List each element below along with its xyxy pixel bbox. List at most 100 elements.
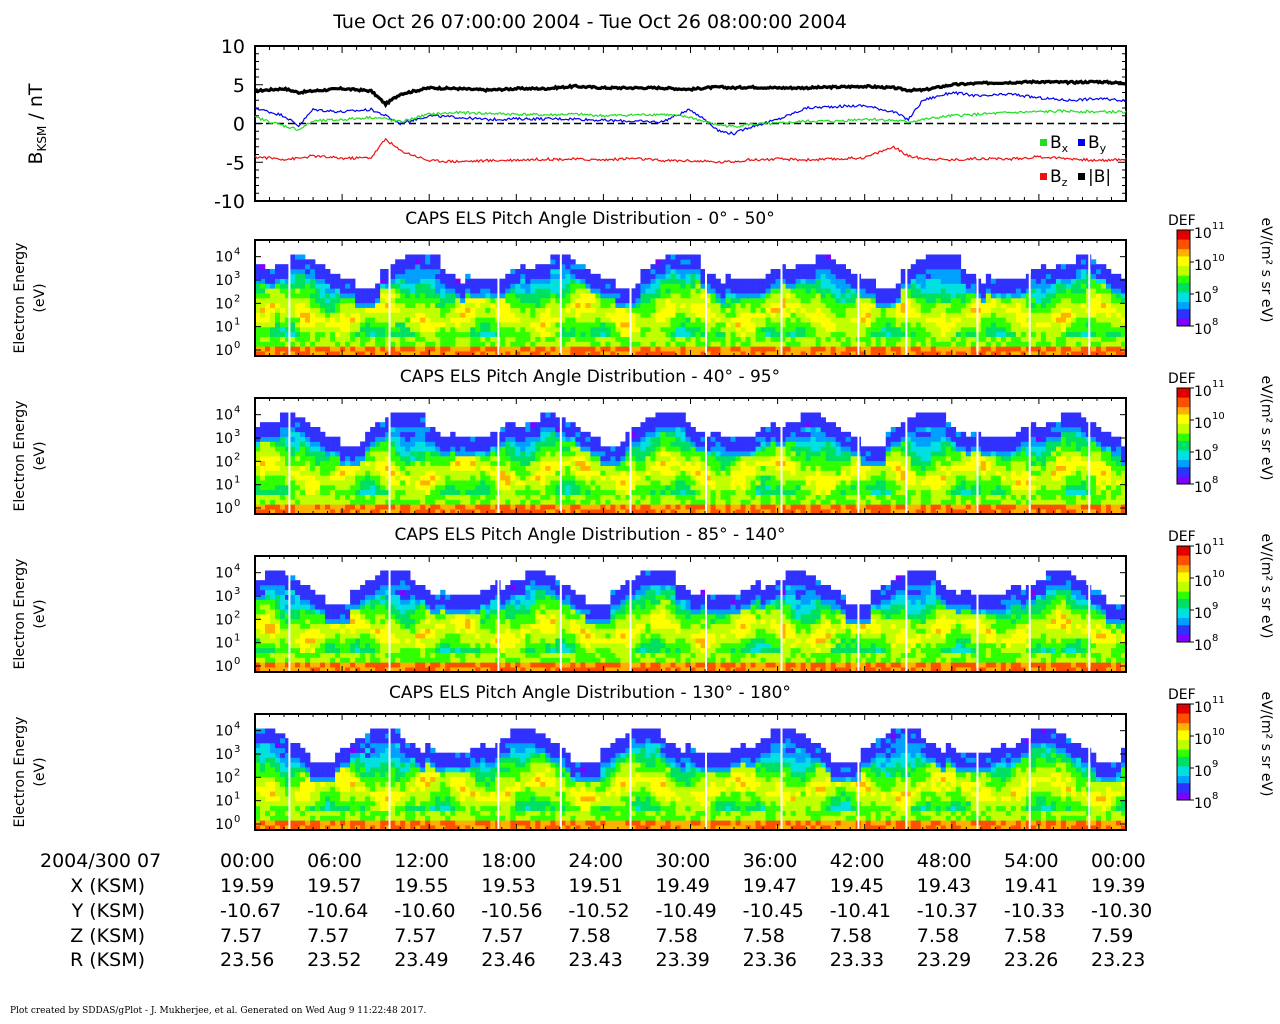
spectrogram-cell — [445, 494, 451, 500]
spectrogram-cell — [295, 494, 301, 500]
spectrogram-cell — [500, 283, 506, 289]
spectrogram-cell — [595, 341, 601, 347]
spectrogram-cell — [320, 307, 326, 313]
spectrogram-cell — [865, 312, 872, 318]
spectrogram-cell — [715, 307, 721, 313]
spectrogram-cell — [585, 327, 591, 333]
spectrogram-cell — [1060, 298, 1067, 304]
spectrogram-cell — [715, 322, 721, 328]
spectrogram-cell — [575, 269, 581, 275]
spectrogram-cell — [580, 351, 586, 357]
spectrogram-cell — [315, 456, 321, 462]
spectrogram-cell — [475, 312, 481, 318]
spectrogram-cell — [600, 480, 606, 486]
spectrogram-cell — [1105, 288, 1112, 294]
spectrogram-cell — [875, 288, 882, 294]
spectrogram-cell — [455, 451, 461, 457]
spectrogram-cell — [1045, 302, 1052, 308]
spectrogram-cell — [795, 336, 801, 342]
spectrogram-cell — [295, 480, 301, 486]
spectrogram-cell — [570, 302, 576, 308]
spectrogram-cell — [465, 273, 471, 279]
spectrogram-cell — [540, 441, 546, 447]
spectrogram-cell — [655, 293, 661, 299]
spectrogram-cell — [530, 465, 536, 471]
spectrogram-cell — [365, 509, 371, 515]
spectrogram-cell — [405, 451, 411, 457]
spectrogram-cell — [480, 456, 486, 462]
spectrogram-cell — [535, 422, 541, 428]
spectrogram-cell — [640, 485, 646, 491]
spectrogram-cell — [675, 269, 681, 275]
spectrogram-cell — [655, 327, 661, 333]
spectrogram-cell — [340, 336, 346, 342]
spectrogram-cell — [280, 412, 286, 418]
spectrogram-cell — [885, 331, 892, 337]
spectrogram-cell — [680, 293, 686, 299]
spectrogram-cell — [1080, 331, 1087, 337]
spectrogram-cell — [970, 283, 977, 289]
spectrogram-cell — [1090, 327, 1097, 333]
spectrogram-cell — [710, 346, 716, 352]
spectrogram-cell — [570, 431, 576, 437]
spectrogram-cell — [455, 489, 461, 495]
spectrogram-cell — [265, 446, 271, 452]
spectrogram-cell — [575, 475, 581, 481]
spectrogram-cell — [285, 427, 291, 433]
spectrogram-cell — [550, 475, 556, 481]
spectrogram-cell — [545, 465, 551, 471]
spectrogram-cell — [760, 288, 766, 294]
spectrogram-cell — [955, 322, 962, 328]
spectrogram-cell — [305, 446, 311, 452]
spectrogram-cell — [685, 254, 691, 260]
spectrogram-cell — [270, 293, 276, 299]
spectrogram-cell — [590, 283, 596, 289]
spectrogram-cell — [835, 264, 841, 270]
spectrogram-cell — [1090, 269, 1097, 275]
spectrogram-y-label: Electron Energy — [12, 243, 28, 354]
spectrogram-cell — [525, 456, 531, 462]
spectrogram-cell — [840, 322, 846, 328]
mag-y-tick-label: -5 — [226, 152, 245, 174]
spectrogram-cell — [565, 446, 571, 452]
spectrogram-cell — [340, 346, 346, 352]
spectrogram-cell — [500, 331, 506, 337]
spectrogram-cell — [1000, 312, 1007, 318]
spectrogram-cell — [915, 327, 922, 333]
spectrogram-cell — [775, 341, 781, 347]
spectrogram-cell — [650, 283, 656, 289]
spectrogram-cell — [750, 298, 756, 304]
spectrogram-cell — [510, 298, 516, 304]
spectrogram-cell — [290, 417, 296, 423]
colorbar-segment — [1177, 280, 1190, 284]
spectrogram-cell — [860, 312, 867, 318]
spectrogram-cell — [880, 288, 887, 294]
spectrogram-cell — [995, 293, 1002, 299]
spectrogram-cell — [390, 273, 396, 279]
spectrogram-cell — [720, 307, 726, 313]
spectrogram-cell — [435, 278, 441, 284]
spectrogram-cell — [520, 298, 526, 304]
spectrogram-cell — [490, 460, 496, 466]
spectrogram-cell — [930, 254, 937, 260]
spectrogram-cell — [740, 351, 746, 357]
spectrogram-cell — [385, 322, 391, 328]
spectrogram-cell — [405, 331, 411, 337]
spectrogram-cell — [320, 504, 326, 510]
spectrogram-cell — [335, 293, 341, 299]
spectrogram-cell — [890, 312, 897, 318]
spectrogram-cell — [455, 504, 461, 510]
spectrogram-cell — [520, 336, 526, 342]
spectrogram-cell — [635, 327, 641, 333]
spectrogram-cell — [635, 317, 641, 323]
spectrogram-cell — [350, 494, 356, 500]
spectrogram-cell — [1075, 283, 1082, 289]
spectrogram-cell — [290, 283, 296, 289]
spectrogram-cell — [360, 351, 366, 357]
spectrogram-cell — [255, 504, 261, 510]
spectrogram-cell — [400, 302, 406, 308]
spectrogram-cell — [325, 312, 331, 318]
spectrogram-cell — [900, 298, 907, 304]
spectrogram-cell — [545, 504, 551, 510]
spectrogram-cell — [465, 489, 471, 495]
